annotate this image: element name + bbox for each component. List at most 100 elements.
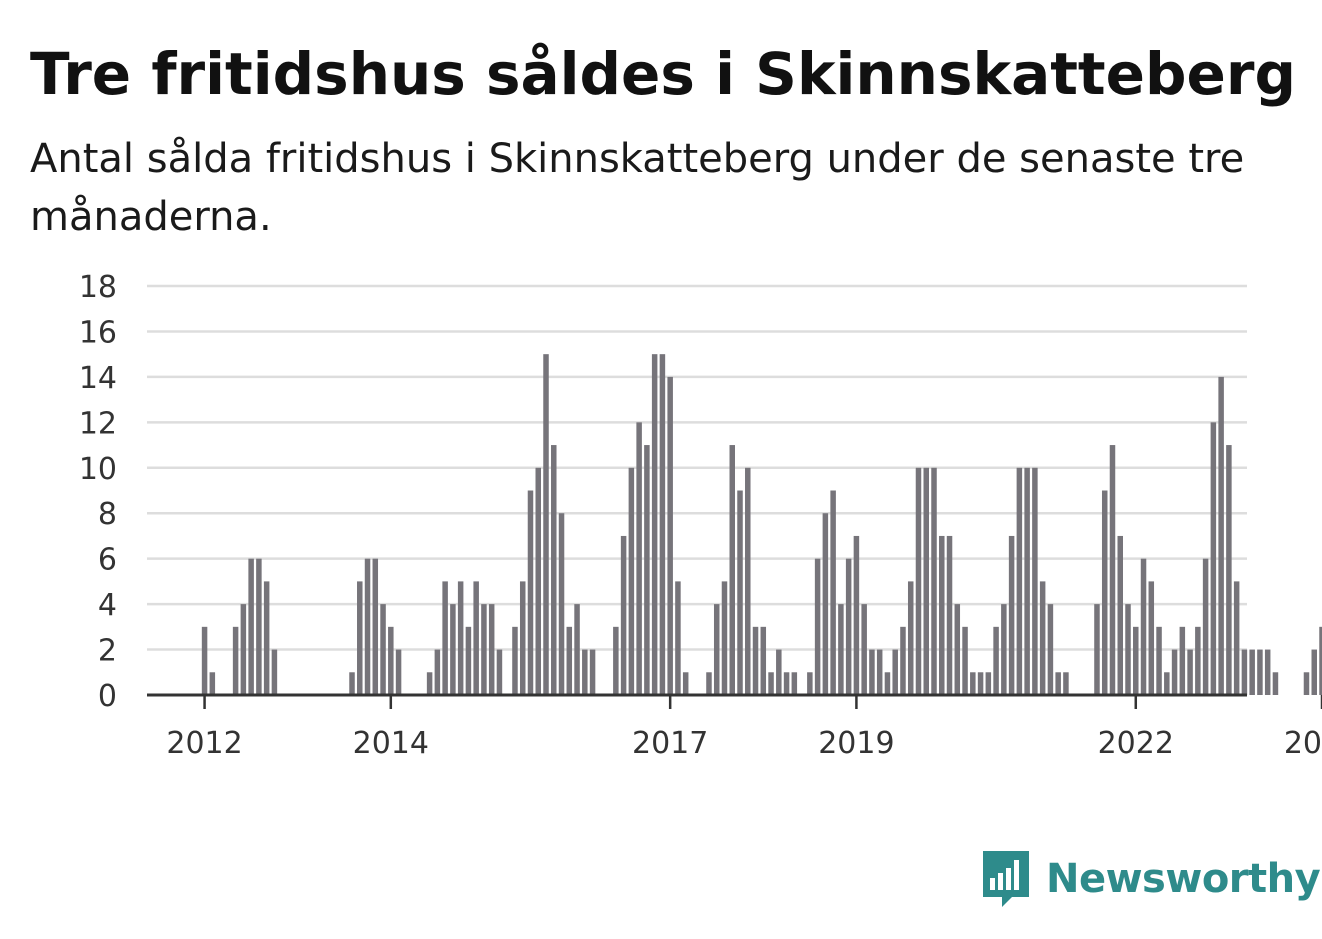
bar <box>488 604 495 695</box>
bar <box>1319 626 1322 695</box>
x-tick-label: 2017 <box>632 726 708 761</box>
bar <box>783 672 790 695</box>
bar <box>395 649 402 695</box>
bar <box>993 626 999 695</box>
bar <box>519 581 526 695</box>
bar <box>388 626 394 695</box>
bar <box>1094 604 1100 695</box>
bar <box>551 445 557 695</box>
bar <box>845 558 852 695</box>
y-tick-label: 2 <box>98 634 117 669</box>
bar <box>923 467 929 695</box>
bar <box>582 649 588 695</box>
bar <box>1210 422 1217 695</box>
bar <box>628 467 635 695</box>
bar <box>1249 649 1255 695</box>
bar <box>512 626 518 695</box>
bar <box>682 672 689 695</box>
y-tick-label: 6 <box>98 543 117 578</box>
bar <box>1233 581 1240 695</box>
bar <box>450 604 456 695</box>
x-tick-label: 2014 <box>353 726 429 761</box>
bar <box>939 535 945 695</box>
bar <box>201 626 208 695</box>
bar <box>1063 672 1069 695</box>
bar <box>1055 672 1061 695</box>
bar <box>1133 626 1139 695</box>
bar <box>527 490 534 695</box>
bar <box>1257 649 1263 695</box>
bar <box>364 558 371 695</box>
bar <box>830 490 836 695</box>
chart-subtitle: Antal sålda fritidshus i Skinnskatteberg… <box>30 136 1245 240</box>
bar <box>256 558 262 695</box>
bar <box>1179 626 1186 695</box>
bar <box>1187 649 1193 695</box>
bar <box>465 626 472 695</box>
bar <box>853 535 860 695</box>
bar <box>776 649 782 695</box>
bar <box>985 672 992 695</box>
bar <box>962 626 968 695</box>
bar <box>1008 535 1015 695</box>
bar <box>915 467 922 695</box>
bar <box>240 604 247 695</box>
bar <box>644 445 650 695</box>
bar <box>357 581 363 695</box>
gridlines <box>147 284 1247 651</box>
bar <box>861 604 867 695</box>
bar <box>814 558 821 695</box>
bar <box>1140 558 1147 695</box>
bar <box>651 354 658 695</box>
y-tick-label: 16 <box>79 315 117 350</box>
bar <box>1156 626 1162 695</box>
bar <box>434 649 441 695</box>
bar <box>1109 445 1116 695</box>
bar <box>675 581 681 695</box>
y-tick-label: 8 <box>98 497 117 532</box>
bar <box>620 535 627 695</box>
bar <box>1164 672 1170 695</box>
newsworthy-logo-text: Newsworthy <box>1046 856 1321 902</box>
bar <box>613 626 619 695</box>
bar <box>706 672 712 695</box>
x-tick-label: 2022 <box>1098 726 1174 761</box>
bar <box>209 672 216 695</box>
y-tick-label: 10 <box>79 452 117 487</box>
bar <box>721 581 728 695</box>
bar <box>1218 376 1224 695</box>
bar <box>1272 672 1279 695</box>
bar <box>876 649 883 695</box>
bar <box>1171 649 1178 695</box>
bar-chart: 0 2 4 6 8 10 12 14 16 18 2012 2014 2017 2019 2022 2024… <box>79 270 1322 761</box>
chart-title: Tre fritidshus såldes i Skinnskatteberg <box>30 40 1296 108</box>
bar <box>1001 604 1007 695</box>
bar <box>1039 581 1046 695</box>
bar <box>822 513 829 695</box>
bar <box>1195 626 1201 695</box>
bar <box>838 604 844 695</box>
bar <box>496 649 503 695</box>
x-axis: 2012 2014 2017 2019 2022 2024 <box>147 693 1322 761</box>
bar <box>737 490 743 695</box>
bar <box>232 626 239 695</box>
bar <box>713 604 720 695</box>
bar <box>1311 649 1317 695</box>
bar <box>535 467 541 695</box>
bar <box>543 354 549 695</box>
bar <box>1303 672 1310 695</box>
bar <box>954 604 961 695</box>
bar <box>589 649 596 695</box>
bar <box>1024 467 1030 695</box>
x-tick-label: 2012 <box>166 726 242 761</box>
y-tick-label: 0 <box>98 679 117 714</box>
bar <box>473 581 479 695</box>
y-tick-label: 14 <box>79 361 117 396</box>
bar <box>1101 490 1108 695</box>
bar <box>1125 604 1131 695</box>
bar <box>1032 467 1038 695</box>
bar <box>636 422 642 695</box>
bar <box>745 467 751 695</box>
newsworthy-logo: Newsworthy <box>980 848 1321 910</box>
bar <box>807 672 813 695</box>
